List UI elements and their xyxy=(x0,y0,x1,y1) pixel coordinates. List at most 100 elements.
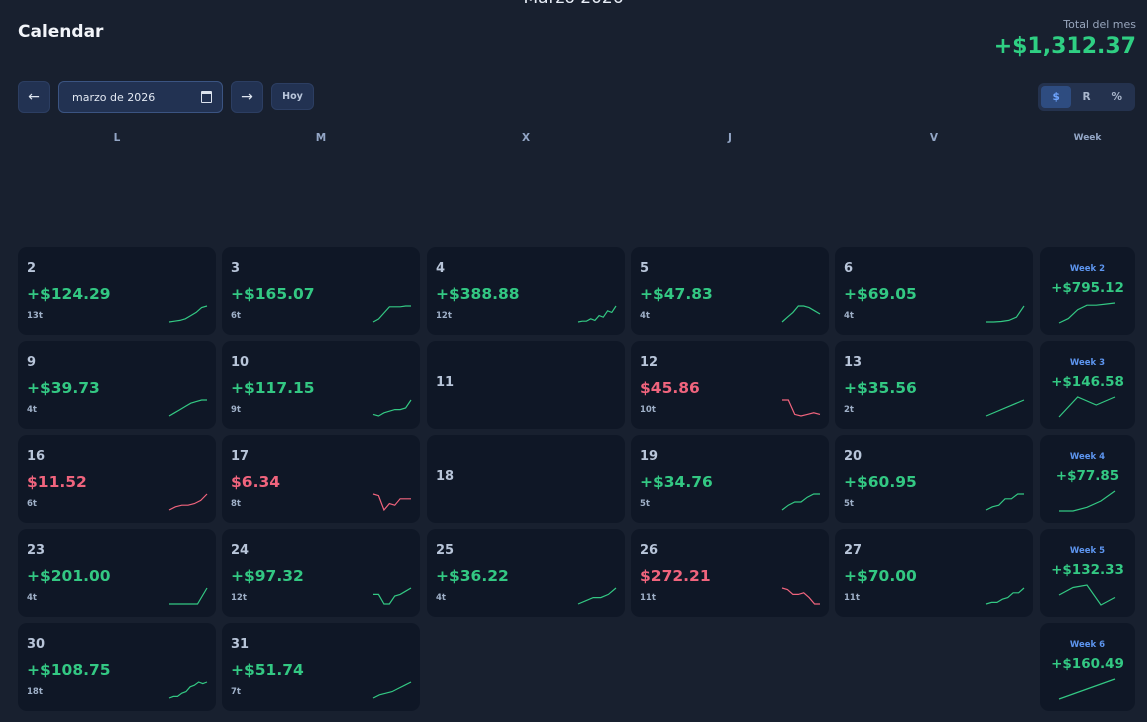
week-summary-cell[interactable]: Week 6 +$160.49 xyxy=(1040,623,1135,711)
day-number: 3 xyxy=(231,261,241,276)
next-month-button[interactable]: → xyxy=(231,81,263,113)
week-summary-cell[interactable]: Week 4 +$77.85 xyxy=(1040,435,1135,523)
app-title: Calendar xyxy=(18,22,104,42)
week-label: Week 4 xyxy=(1069,452,1106,462)
sparkline-line xyxy=(781,305,821,323)
month-picker-input[interactable]: marzo de 2026 xyxy=(58,81,223,113)
day-cell[interactable]: 6 +$69.05 4t xyxy=(835,247,1033,335)
day-sparkline xyxy=(985,587,1025,609)
day-number: 11 xyxy=(436,375,455,390)
day-cell[interactable]: 12 $45.86 10t xyxy=(631,341,829,429)
sparkline-chart xyxy=(372,681,412,699)
day-number: 25 xyxy=(436,543,455,558)
day-sparkline xyxy=(168,681,208,703)
day-cell[interactable]: 25 +$36.22 4t xyxy=(427,529,625,617)
sparkline-line xyxy=(986,305,1025,323)
week-pnl: +$160.49 xyxy=(1051,656,1124,672)
week-sparkline xyxy=(1058,678,1116,704)
sparkline-line xyxy=(781,587,820,605)
mode-percent-button[interactable]: % xyxy=(1111,91,1123,103)
day-sparkline xyxy=(781,399,821,421)
day-trade-count: 2t xyxy=(844,405,854,415)
day-cell[interactable]: 11 xyxy=(427,341,625,429)
day-trade-count: 4t xyxy=(436,593,446,603)
today-button[interactable]: Hoy xyxy=(271,83,314,110)
sparkline-line xyxy=(577,587,617,605)
calendar-icon[interactable] xyxy=(201,91,212,103)
day-trade-count: 6t xyxy=(231,311,241,321)
sparkline-line xyxy=(1058,678,1116,700)
day-number: 31 xyxy=(231,637,250,652)
day-sparkline xyxy=(168,493,208,515)
day-pnl: +$70.00 xyxy=(844,567,917,585)
prev-month-button[interactable]: ← xyxy=(18,81,50,113)
day-cell[interactable]: 19 +$34.76 5t xyxy=(631,435,829,523)
day-cell[interactable]: 23 +$201.00 4t xyxy=(18,529,216,617)
day-cell[interactable]: 24 +$97.32 12t xyxy=(222,529,420,617)
mode-r-button[interactable]: R xyxy=(1082,91,1091,103)
sparkline-line xyxy=(168,305,208,323)
sparkline-line xyxy=(985,399,1025,417)
sparkline-chart xyxy=(782,399,821,417)
sparkline-chart xyxy=(1059,490,1116,512)
day-pnl: +$97.32 xyxy=(231,567,304,585)
day-trade-count: 12t xyxy=(436,311,452,321)
sparkline-line xyxy=(372,681,412,699)
sparkline-line xyxy=(372,493,411,512)
day-cell[interactable]: 31 +$51.74 7t xyxy=(222,623,420,711)
day-cell[interactable]: 2 +$124.29 13t xyxy=(18,247,216,335)
week-pnl: +$146.58 xyxy=(1051,374,1124,390)
sparkline-chart xyxy=(373,587,412,605)
mode-dollar-button[interactable]: $ xyxy=(1041,86,1072,108)
day-cell[interactable]: 13 +$35.56 2t xyxy=(835,341,1033,429)
week-summary-cell[interactable]: Week 3 +$146.58 xyxy=(1040,341,1135,429)
day-number: 26 xyxy=(640,543,659,558)
day-pnl: +$165.07 xyxy=(231,285,315,303)
day-cell[interactable]: 26 $272.21 11t xyxy=(631,529,829,617)
sparkline-chart xyxy=(1058,584,1116,606)
day-cell[interactable]: 10 +$117.15 9t xyxy=(222,341,420,429)
day-cell[interactable]: 9 +$39.73 4t xyxy=(18,341,216,429)
day-sparkline xyxy=(372,493,412,515)
day-cell[interactable]: 27 +$70.00 11t xyxy=(835,529,1033,617)
sparkline-line xyxy=(169,587,208,605)
day-number: 16 xyxy=(27,449,46,464)
day-pnl: $6.34 xyxy=(231,473,281,491)
week-label: Week 5 xyxy=(1069,546,1106,556)
sparkline-chart xyxy=(168,399,207,417)
day-cell[interactable]: 20 +$60.95 5t xyxy=(835,435,1033,523)
day-pnl: +$60.95 xyxy=(844,473,917,491)
week-summary-cell[interactable]: Week 5 +$132.33 xyxy=(1040,529,1135,617)
display-mode-toggle: $ R % xyxy=(1038,83,1135,111)
day-pnl: +$124.29 xyxy=(27,285,111,303)
day-trade-count: 6t xyxy=(27,499,37,509)
total-value: +$1,312.37 xyxy=(993,34,1136,59)
week-pnl: +$132.33 xyxy=(1051,562,1124,578)
day-pnl: +$47.83 xyxy=(640,285,713,303)
day-cell[interactable]: 30 +$108.75 18t xyxy=(18,623,216,711)
week-summary-cell[interactable]: Week 2 +$795.12 xyxy=(1040,247,1135,335)
day-cell[interactable]: 5 +$47.83 4t xyxy=(631,247,829,335)
sparkline-line xyxy=(781,493,820,511)
day-trade-count: 11t xyxy=(844,593,860,603)
sparkline-chart xyxy=(1058,302,1116,324)
day-cell[interactable]: 17 $6.34 8t xyxy=(222,435,420,523)
day-trade-count: 4t xyxy=(640,311,650,321)
day-sparkline xyxy=(985,305,1025,327)
day-cell[interactable]: 3 +$165.07 6t xyxy=(222,247,420,335)
sparkline-line xyxy=(1058,302,1116,324)
day-cell[interactable]: 4 +$388.88 12t xyxy=(427,247,625,335)
day-trade-count: 8t xyxy=(231,499,241,509)
day-sparkline xyxy=(577,305,617,327)
sparkline-chart xyxy=(577,305,617,323)
day-cell[interactable]: 18 xyxy=(427,435,625,523)
sparkline-line xyxy=(985,587,1025,605)
sparkline-chart xyxy=(169,587,208,605)
sparkline-line xyxy=(1058,396,1116,418)
day-cell[interactable]: 16 $11.52 6t xyxy=(18,435,216,523)
month-picker-value: marzo de 2026 xyxy=(72,90,156,104)
sparkline-chart xyxy=(168,493,208,511)
sparkline-chart xyxy=(372,305,411,323)
week-sparkline xyxy=(1058,302,1116,328)
day-trade-count: 5t xyxy=(844,499,854,509)
